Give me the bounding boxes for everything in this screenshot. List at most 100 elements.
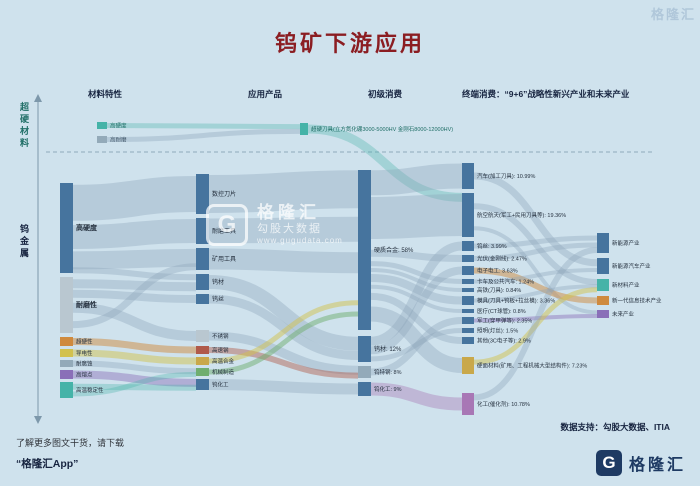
sankey-node-label: 钨材: [212, 278, 224, 286]
sankey-node: [196, 379, 209, 390]
sankey-node-label: 新一代信息技术产业: [612, 297, 662, 305]
sankey-link: [72, 289, 197, 303]
axis-group-tungsten-metal: 钨金属: [19, 224, 29, 260]
sankey-node: [462, 193, 474, 237]
sankey-node-label: 钨特钢: 8%: [374, 368, 402, 376]
sankey-node-label: 高硬度: [110, 122, 127, 130]
sankey-node-label: 未来产业: [612, 310, 635, 318]
sankey-node-label: 军工(穿甲弹等): 2.35%: [477, 317, 532, 325]
sankey-node: [462, 393, 474, 415]
sankey-node-label: 新材料产业: [612, 281, 640, 289]
sankey-node: [196, 294, 209, 304]
sankey-node: [196, 357, 209, 365]
sankey-link: [370, 274, 463, 305]
sankey-node: [358, 382, 371, 396]
column-header-terminal-consumption: 终端消费：“9+6”战略性新兴产业和未来产业: [462, 89, 630, 99]
sankey-node-label: 高熔点: [76, 371, 93, 379]
sankey-node-label: 高速钢: [212, 346, 229, 354]
sankey-link: [307, 124, 463, 202]
sankey-link: [106, 128, 301, 142]
sankey-link: [473, 172, 598, 267]
sankey-node: [196, 274, 209, 290]
sankey-node: [462, 337, 474, 344]
sankey-node: [97, 136, 107, 143]
sankey-link: [473, 287, 598, 365]
sankey-link: [370, 194, 463, 239]
sankey-node-label: 新能源产业: [612, 239, 640, 247]
sankey-link: [208, 311, 359, 375]
sankey-node-label: 化工(催化剂): 10.78%: [477, 400, 530, 408]
sankey-node: [358, 366, 371, 378]
sankey-node: [462, 296, 474, 305]
sankey-link: [370, 268, 463, 292]
sankey-node: [196, 174, 209, 214]
sankey-node: [597, 310, 609, 318]
sankey-node-label: 航空航天(军工+民用刀具等): 19.36%: [477, 211, 566, 219]
sankey-link: [72, 267, 197, 281]
sankey-node-label: 耐磨工具: [212, 227, 236, 235]
column-header-material-property: 材料特性: [88, 89, 123, 99]
sankey-node-label: 不锈钢: [212, 332, 229, 340]
sankey-link: [473, 226, 598, 315]
sankey-link: [473, 242, 598, 261]
sankey-node: [97, 122, 107, 129]
sankey-node-label: 模具(刀具+钨板+拉丝模): 3.36%: [477, 297, 555, 305]
sankey-node-label: 导电性: [76, 349, 93, 357]
sankey-node-label: 其他(3C电子等): 2.9%: [477, 337, 531, 345]
sankey-node-label: 电子电工: 3.63%: [477, 267, 518, 275]
sankey-link: [370, 266, 463, 355]
sankey-link: [473, 268, 598, 284]
sankey-node-label: 钨丝: [212, 295, 224, 303]
footer-promo-line2: “格隆汇App”: [16, 458, 79, 470]
sankey-node: [60, 360, 73, 367]
sankey-link: [208, 300, 359, 364]
sankey-link: [72, 360, 197, 375]
sankey-link: [370, 261, 463, 284]
sankey-node: [462, 357, 474, 374]
sankey-node: [462, 328, 474, 333]
sankey-node-label: 高硬度: [76, 223, 98, 232]
column-header-primary-consumption: 初级消费: [368, 89, 403, 99]
sankey-node: [196, 248, 209, 270]
sankey-node-label: 耐腐蚀: [76, 360, 93, 368]
axis-group-superhard-materials: 超硬材料: [19, 102, 29, 150]
page-title: 钨矿下游应用: [274, 31, 425, 56]
sankey-node: [462, 279, 474, 284]
sankey-node: [196, 346, 209, 354]
sankey-node: [196, 218, 209, 244]
sankey-link: [370, 284, 463, 313]
sankey-node-label: 汽车(加工刀具): 10.99%: [477, 172, 535, 180]
sankey-node: [462, 255, 474, 262]
sankey-node-label: 医疗(CT球管): 0.8%: [477, 307, 526, 315]
sankey-node-label: 硬面材料(矿用、工程机械大型结构件): 7.23%: [477, 362, 587, 370]
sankey-node-label: 钨化工: 9%: [374, 385, 402, 393]
sankey-link: [473, 247, 598, 401]
sankey-link: [370, 241, 463, 346]
sankey-node-label: 机械制造: [212, 368, 235, 376]
sankey-node: [462, 163, 474, 189]
sankey-node-label: 硬质合金: 58%: [374, 246, 414, 254]
sankey-link: [72, 349, 197, 365]
sankey-link: [370, 317, 463, 376]
sankey-link: [473, 235, 598, 249]
sankey-node: [462, 288, 474, 292]
sankey-link: [370, 292, 463, 344]
sankey-link: [473, 314, 598, 323]
sankey-node-label: 照明(灯丝): 1.5%: [477, 327, 518, 335]
sankey-node: [597, 258, 609, 274]
gelonghui-logo-icon: G: [595, 450, 622, 476]
sankey-node: [60, 183, 73, 273]
sankey-node-label: 卡车及公共汽车: 1.24%: [477, 278, 534, 286]
sankey-node: [358, 336, 371, 362]
sankey-node-label: 耐磨性: [76, 300, 97, 309]
sankey-node: [462, 266, 474, 275]
sankey-node-label: 光伏(金刚线): 2.47%: [477, 255, 527, 263]
sankey-node: [462, 309, 474, 313]
sankey-node: [358, 170, 371, 330]
sankey-node: [60, 337, 73, 346]
axis-arrow-top-icon: [34, 94, 42, 102]
sankey-node: [462, 317, 474, 324]
sankey-node: [597, 296, 609, 305]
sankey-node: [60, 370, 73, 379]
